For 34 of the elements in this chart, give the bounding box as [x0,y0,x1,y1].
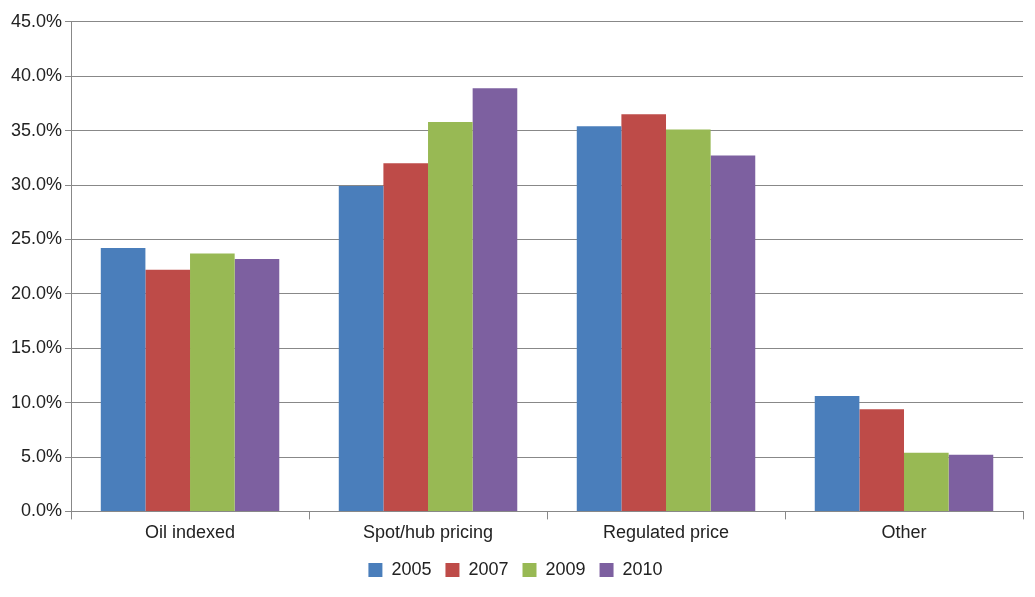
legend-label: 2010 [622,558,663,579]
bar [383,163,429,511]
bar [100,248,146,511]
y-tick-label: 25.0% [10,228,63,249]
bar [428,121,473,511]
y-tick-label: 0.0% [21,500,63,521]
bar [472,88,518,511]
bar [814,396,860,511]
y-tick-label: 45.0% [10,10,63,31]
y-tick-label: 40.0% [10,65,63,86]
y-tick-label: 10.0% [10,391,63,412]
bar [234,258,280,511]
bar [948,454,994,511]
bar [338,186,384,511]
legend-label: 2005 [391,558,432,579]
y-tick-label: 5.0% [21,445,63,466]
y-tick-label: 30.0% [10,173,63,194]
x-tick-label: Regulated price [602,522,730,543]
bar [145,269,191,511]
bar [576,126,622,511]
x-tick-label: Spot/hub pricing [362,522,494,543]
legend-label: 2007 [468,558,509,579]
x-tick-label: Oil indexed [145,522,236,543]
y-tick-label: 35.0% [10,119,63,140]
bar [859,409,905,511]
bar [190,253,235,511]
y-tick-label: 15.0% [10,337,63,358]
y-tick-label: 20.0% [10,282,63,303]
x-tick-label: Other [881,522,927,543]
bar [666,129,711,511]
bar [904,452,949,511]
bar [710,155,756,511]
legend-label: 2009 [545,558,586,579]
bar [621,114,667,511]
